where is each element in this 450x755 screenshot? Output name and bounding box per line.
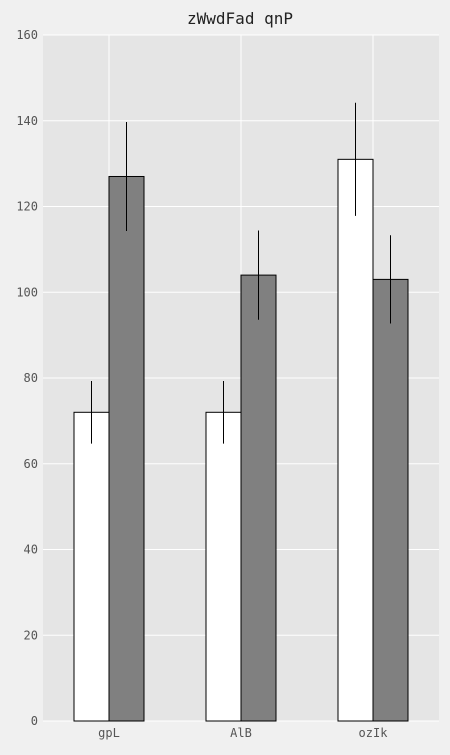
x-axis-ticks: gpL AlB ozIk [98,726,388,740]
y-tick-label: 20 [24,628,38,642]
bar-gpL-series-2 [108,175,145,722]
y-axis-ticks: 0 20 40 60 80 100 120 140 160 [16,28,38,728]
chart-title: zWwdFad qnP [187,9,293,28]
bar-gpL-series-1 [73,411,110,722]
error-bars [91,102,391,444]
y-tick-label: 140 [16,114,38,128]
y-tick-label: 60 [24,457,38,471]
bars [73,158,409,722]
x-tick-label: AlB [230,726,252,740]
bar-ozIk-series-2 [372,278,409,722]
x-tick-label: gpL [98,726,120,740]
bar-AlB-series-2 [240,274,277,722]
y-tick-label: 40 [24,543,38,557]
y-tick-label: 120 [16,200,38,214]
bar-AlB-series-1 [205,411,242,722]
x-tick-label: ozIk [359,726,389,740]
y-tick-label: 80 [24,371,38,385]
y-tick-label: 0 [31,714,38,728]
y-tick-label: 100 [16,285,38,299]
bar-ozIk-series-1 [337,158,374,722]
y-tick-label: 160 [16,28,38,42]
